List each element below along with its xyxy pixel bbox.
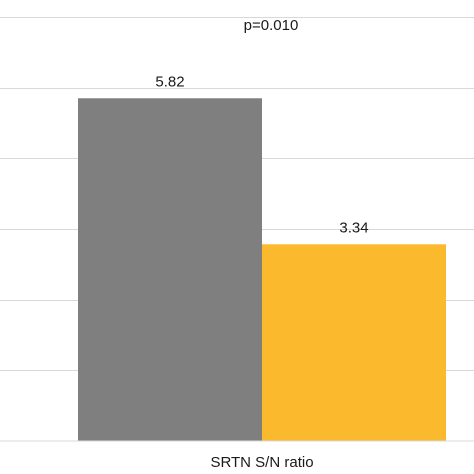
data-label-2: 3.34 [339, 219, 368, 236]
bars [78, 98, 446, 442]
data-labels: 5.82 3.34 [155, 73, 368, 236]
bar-2 [262, 244, 446, 441]
p-value-annotation: p=0.010 [244, 17, 299, 34]
data-label-1: 5.82 [155, 73, 184, 90]
bar-1 [78, 98, 262, 442]
x-axis-label: SRTN S/N ratio [210, 454, 313, 471]
